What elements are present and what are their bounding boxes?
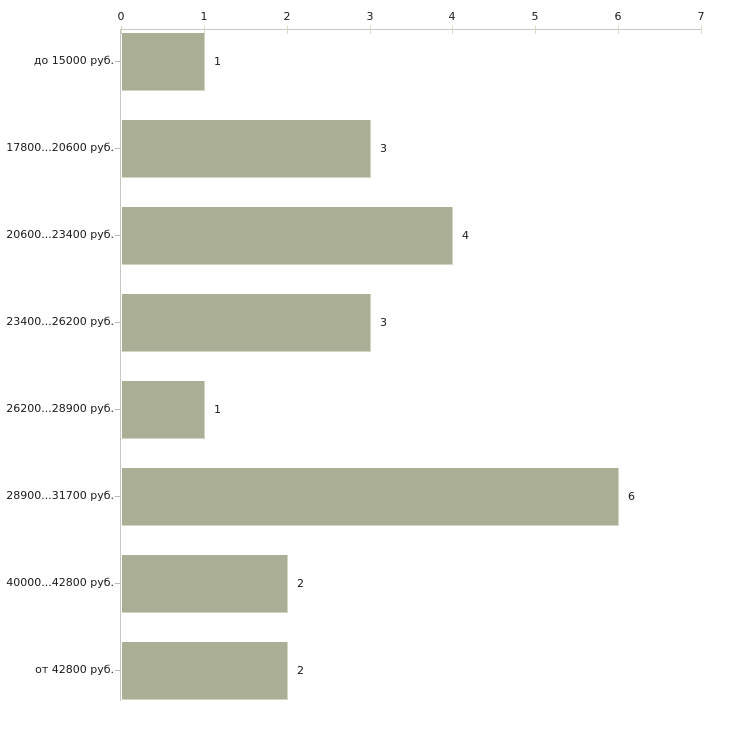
x-tick-label: 0 [117,10,125,23]
category-tick-mark [115,670,120,671]
bar-value-label: 2 [297,577,304,590]
category-tick-mark [115,322,120,323]
category-tick-mark [115,583,120,584]
bar-value-label: 1 [214,55,221,68]
x-tick-mark [204,26,205,34]
category-tick-mark [115,496,120,497]
x-tick-label: 7 [697,10,705,23]
bar-value-label: 6 [628,490,635,503]
bar: 2 [122,555,304,613]
bar: 4 [122,207,469,265]
category-tick-mark [115,61,120,62]
x-tick-label: 4 [448,10,456,23]
bar: 3 [122,294,387,352]
x-tick-mark [370,26,371,34]
bar-value-label: 3 [380,142,387,155]
bar-value-label: 1 [214,403,221,416]
x-tick-label: 6 [614,10,622,23]
x-tick-mark [535,26,536,34]
bar: 2 [122,642,304,700]
bar-value-label: 2 [297,664,304,677]
x-tick-label: 5 [531,10,539,23]
bar-value-label: 3 [380,316,387,329]
category-label: 23400...26200 руб. [6,315,114,328]
x-tick-mark [701,26,702,34]
x-tick-label: 1 [200,10,208,23]
bar: 1 [122,381,221,439]
bar: 1 [122,33,221,91]
category-tick-mark [115,148,120,149]
category-label: 26200...28900 руб. [6,402,114,415]
bar: 3 [122,120,387,178]
bar-value-label: 4 [462,229,469,242]
category-label: 28900...31700 руб. [6,489,114,502]
x-tick-mark [618,26,619,34]
x-tick-mark [287,26,288,34]
category-label: от 42800 руб. [35,663,114,676]
category-axis: до 15000 руб. 17800...20600 руб. 20600...2… [0,29,114,700]
x-tick-mark [121,26,122,34]
x-tick-label: 2 [283,10,291,23]
category-label: 17800...20600 руб. [6,141,114,154]
category-label: 20600...23400 руб. [6,228,114,241]
x-tick-mark [452,26,453,34]
plot-area: 0 1 2 3 4 5 6 7 1 3 4 3 1 6 2 2 [118,10,705,701]
category-tick-mark [115,409,120,410]
bar: 6 [122,468,635,526]
category-label: 40000...42800 руб. [6,576,114,589]
category-label: до 15000 руб. [33,54,114,67]
category-tick-mark [115,235,120,236]
x-tick-label: 3 [366,10,374,23]
